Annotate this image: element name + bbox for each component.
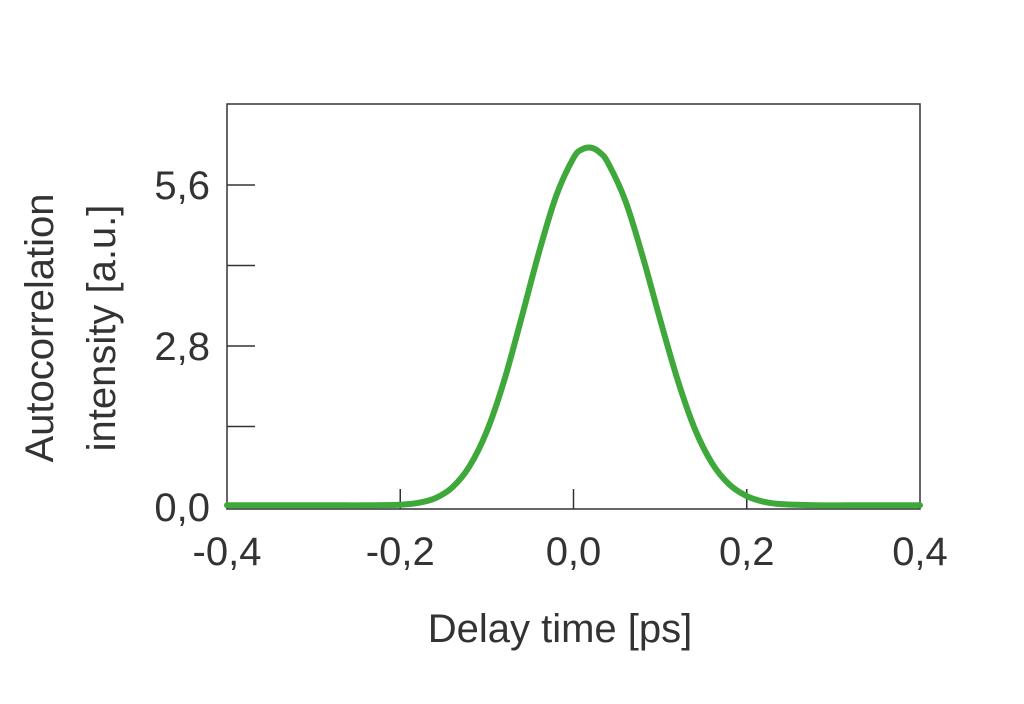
x-tick-label: -0,2: [366, 530, 435, 574]
x-tick-label: -0,4: [193, 530, 262, 574]
y-axis-ticks: 0,0 2,8 5,6: [154, 164, 255, 530]
x-tick-label: 0,4: [892, 530, 948, 574]
y-tick-label: 0,0: [154, 486, 210, 530]
x-axis-title: Delay time [ps]: [428, 607, 693, 651]
y-tick-label: 5,6: [154, 164, 210, 208]
x-tick-label: 0,2: [719, 530, 775, 574]
x-axis-ticks: -0,4 -0,2 0,0 0,2 0,4: [193, 489, 948, 574]
autocorrelation-curve: [224, 144, 923, 509]
y-axis-title-line-2: intensity [a.u.]: [80, 205, 124, 452]
y-tick-label: 2,8: [154, 325, 210, 369]
x-tick-label: 0,0: [546, 530, 602, 574]
y-axis-title-line-1: Autocorrelation: [18, 193, 62, 462]
plot-frame: [226, 103, 921, 510]
